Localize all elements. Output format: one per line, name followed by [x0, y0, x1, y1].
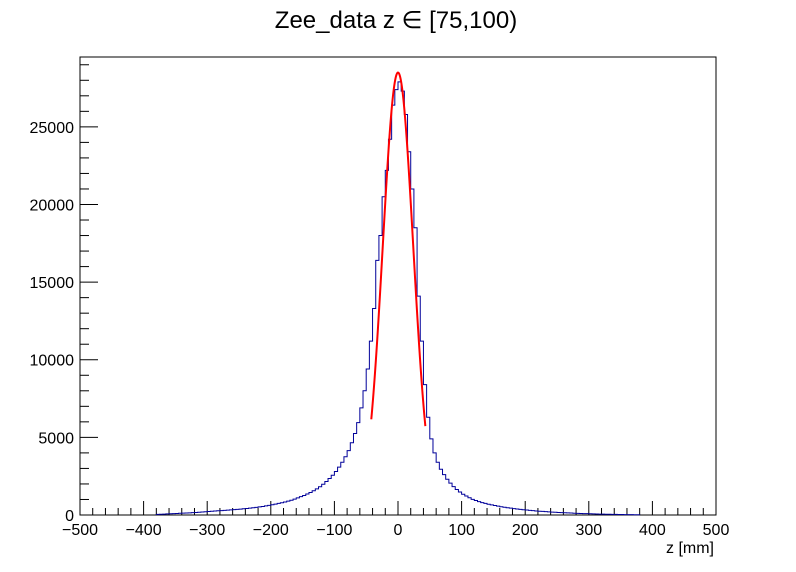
x-tick-label: 0 — [394, 522, 403, 539]
x-tick-label: −400 — [126, 522, 162, 539]
y-tick-label: 15000 — [30, 275, 75, 292]
x-tick-label: −200 — [253, 522, 289, 539]
x-tick-label: 400 — [639, 522, 666, 539]
fit-series — [370, 71, 427, 427]
x-tick-label: −300 — [189, 522, 225, 539]
x-axis: −500 −400 −300 −200 −100 0 100 200 300 400 500 — [62, 501, 729, 539]
y-tick-label: 0 — [65, 508, 74, 525]
x-tick-label: 500 — [703, 522, 730, 539]
x-tick-label: −100 — [316, 522, 352, 539]
y-tick-label: 20000 — [30, 197, 75, 214]
x-tick-label: −500 — [62, 522, 98, 539]
y-tick-label: 5000 — [38, 430, 74, 447]
x-tick-label: 200 — [512, 522, 539, 539]
chart-title: Zee_data z ∈ [75,100) — [275, 7, 517, 34]
y-tick-label: 10000 — [30, 353, 75, 370]
x-axis-title: z [mm] — [666, 540, 714, 557]
plot-frame — [79, 56, 717, 516]
histogram-series — [155, 81, 641, 516]
fit-curve — [370, 71, 427, 427]
y-axis: 0 5000 10000 15000 20000 25000 — [30, 64, 98, 525]
x-tick-label: 100 — [448, 522, 475, 539]
x-tick-label: 300 — [575, 522, 602, 539]
y-tick-label: 25000 — [30, 120, 75, 137]
histogram-line — [155, 81, 641, 516]
